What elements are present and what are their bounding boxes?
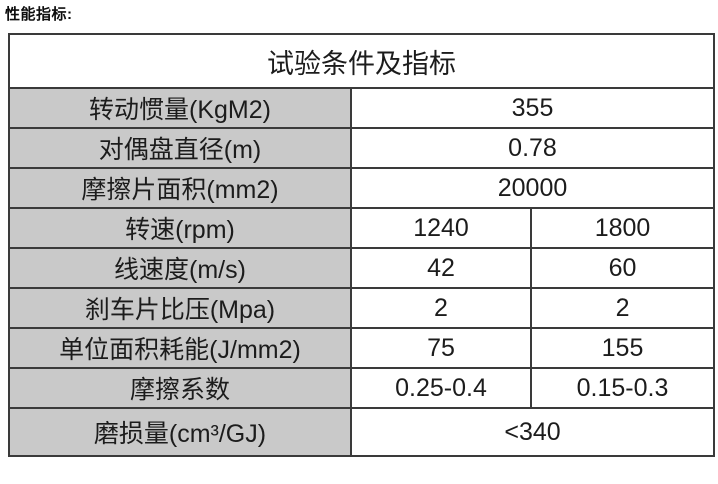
table-row: 磨损量(cm³/GJ) <340	[8, 407, 716, 457]
row-value: <340	[349, 407, 716, 457]
row-value-1: 75	[350, 327, 532, 369]
table-row: 摩擦系数 0.25-0.4 0.15-0.3	[8, 367, 716, 409]
row-value-2: 2	[529, 287, 716, 329]
table-row: 转速(rpm) 1240 1800	[8, 207, 716, 249]
row-label: 磨损量(cm³/GJ)	[8, 407, 352, 457]
table-title-row: 试验条件及指标	[7, 33, 716, 89]
row-label: 单位面积耗能(J/mm2)	[8, 327, 352, 369]
row-value-2: 60	[529, 247, 716, 289]
table-row: 摩擦片面积(mm2) 20000	[8, 167, 716, 209]
row-label: 转动惯量(KgM2)	[8, 87, 352, 129]
row-label: 转速(rpm)	[8, 207, 352, 249]
table-title: 试验条件及指标	[7, 33, 716, 89]
row-label: 摩擦片面积(mm2)	[8, 167, 352, 209]
table-row: 单位面积耗能(J/mm2) 75 155	[8, 327, 716, 369]
table-row: 线速度(m/s) 42 60	[8, 247, 716, 289]
row-value-2: 1800	[529, 207, 716, 249]
row-value: 20000	[349, 167, 716, 209]
table-row: 对偶盘直径(m) 0.78	[8, 127, 716, 169]
spec-table: 试验条件及指标 转动惯量(KgM2) 355 对偶盘直径(m) 0.78 摩擦片…	[7, 33, 716, 457]
row-value-1: 1240	[350, 207, 532, 249]
row-label: 线速度(m/s)	[8, 247, 352, 289]
row-value-1: 2	[350, 287, 532, 329]
page-heading: 性能指标:	[5, 6, 73, 23]
row-label: 摩擦系数	[8, 367, 352, 409]
row-label: 刹车片比压(Mpa)	[8, 287, 352, 329]
row-value: 0.78	[349, 127, 716, 169]
table-row: 转动惯量(KgM2) 355	[8, 87, 716, 129]
row-label: 对偶盘直径(m)	[8, 127, 352, 169]
row-value-2: 0.15-0.3	[529, 367, 716, 409]
row-value-2: 155	[529, 327, 716, 369]
row-value: 355	[349, 87, 716, 129]
table-row: 刹车片比压(Mpa) 2 2	[8, 287, 716, 329]
row-value-1: 42	[350, 247, 532, 289]
row-value-1: 0.25-0.4	[350, 367, 532, 409]
